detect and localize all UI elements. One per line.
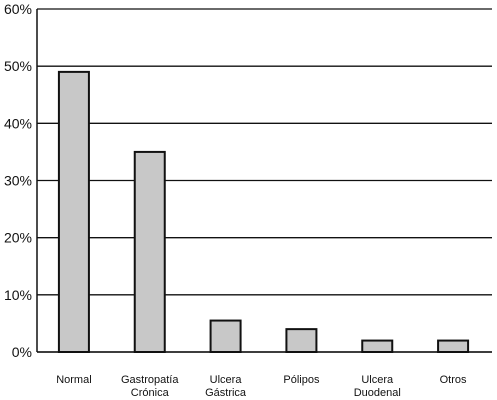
x-category-label: Gastropatía Crónica <box>121 374 179 399</box>
x-category-label-line: Duodenal <box>354 387 401 399</box>
y-tick-label: 0% <box>12 344 32 360</box>
y-tick-label: 40% <box>4 115 32 131</box>
bar <box>133 150 166 353</box>
y-tick-label: 20% <box>4 230 32 246</box>
bar <box>57 70 90 353</box>
bar <box>437 339 470 354</box>
x-category-label: Ulcera Duodenal <box>354 374 401 399</box>
x-category-label: Normal <box>56 374 91 386</box>
bar <box>209 319 242 353</box>
bar <box>285 328 318 353</box>
bar <box>361 339 394 354</box>
y-tick-labels: 0% 10% 20% 30% 40% 50% 60% <box>4 1 32 360</box>
y-tick-label: 50% <box>4 58 32 74</box>
x-category-label-line: Pólipos <box>283 374 320 386</box>
y-tick-label: 30% <box>4 173 32 189</box>
x-category-label-line: Gástrica <box>205 387 247 399</box>
x-category-label-line: Normal <box>56 374 91 386</box>
bars <box>57 70 470 354</box>
x-category-label: Otros <box>440 374 467 386</box>
axes <box>36 9 492 353</box>
x-category-label-line: Ulcera <box>210 374 243 386</box>
x-category-label: Pólipos <box>283 374 320 386</box>
x-category-label: Ulcera Gástrica <box>205 374 247 399</box>
x-category-label-line: Ulcera <box>361 374 394 386</box>
x-category-label-line: Otros <box>440 374 467 386</box>
gridlines <box>37 8 492 353</box>
x-category-label-line: Crónica <box>131 387 170 399</box>
x-category-label-line: Gastropatía <box>121 374 179 386</box>
y-tick-label: 10% <box>4 287 32 303</box>
y-tick-label: 60% <box>4 1 32 17</box>
